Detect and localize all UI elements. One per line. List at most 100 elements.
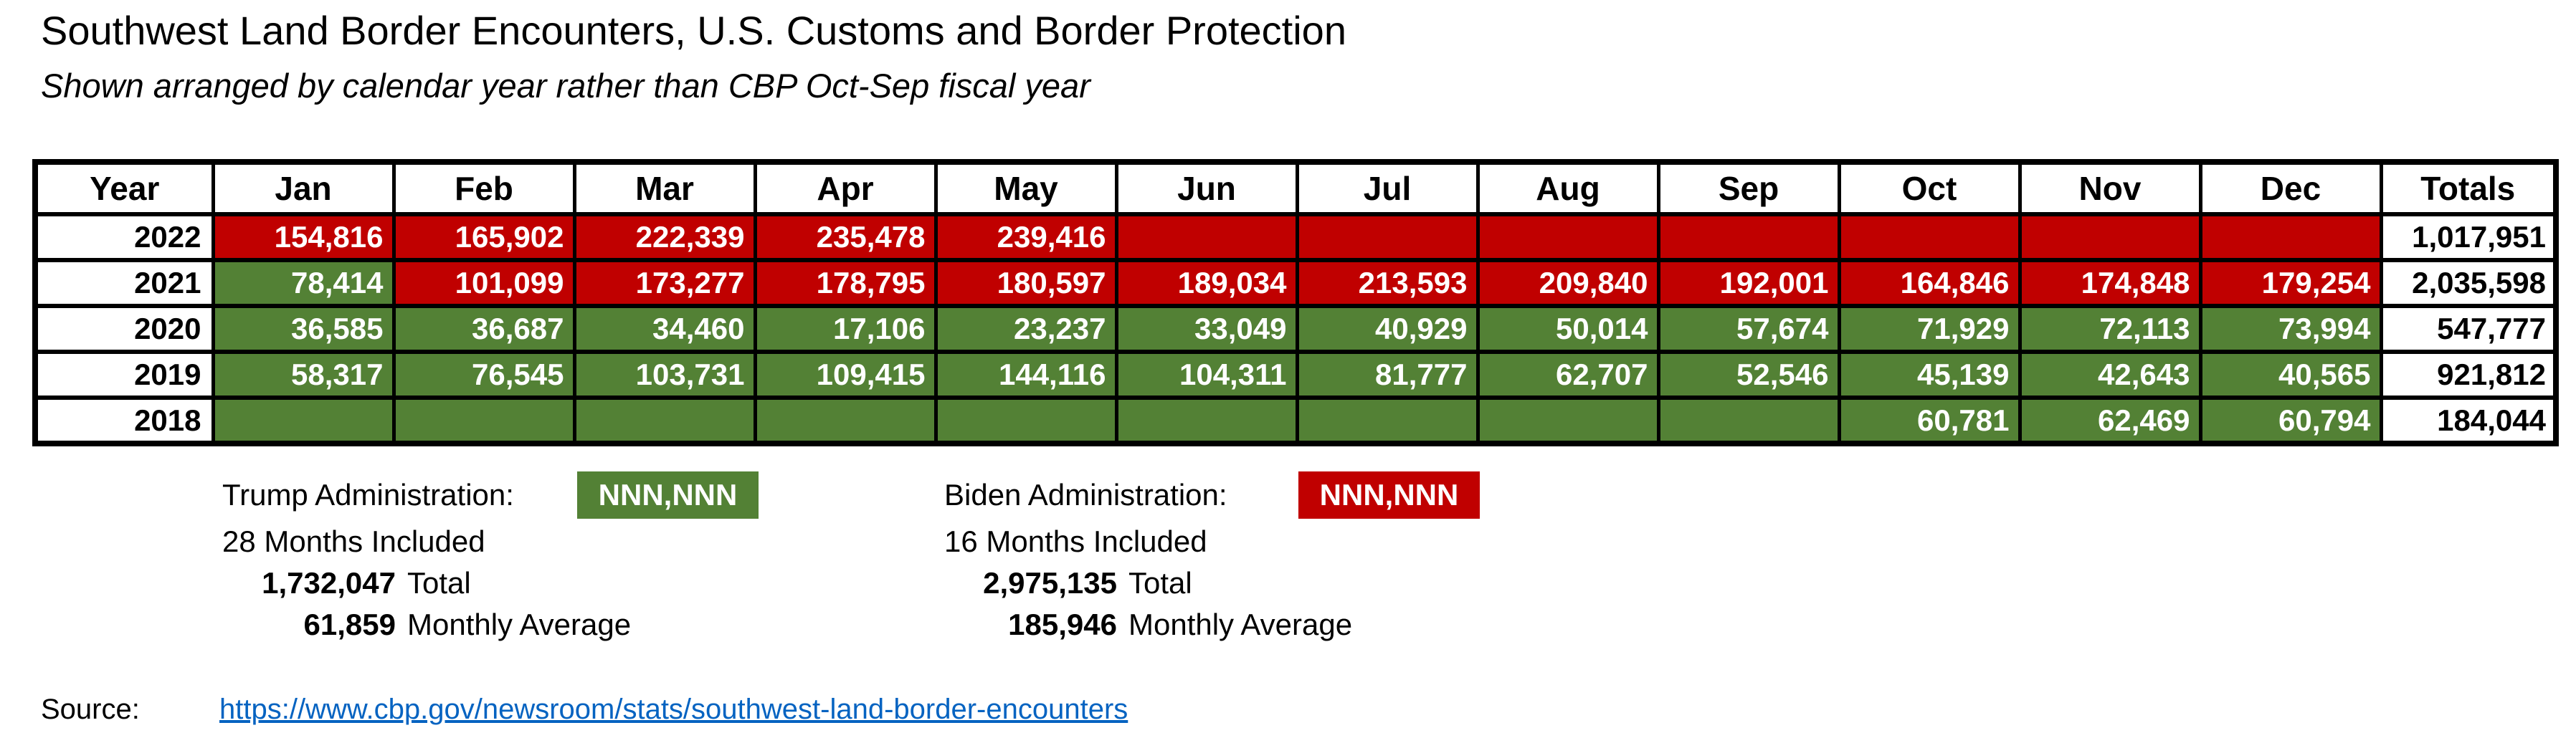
total-cell-2018: 184,044 [2379,396,2558,446]
month-cell-oct-2020: 71,929 [1837,304,2022,354]
year-cell: 2021 [33,258,215,308]
column-header-aug: Aug [1475,160,1660,216]
month-cell-dec-2018: 60,794 [2198,396,2383,446]
month-cell-oct-2022 [1837,212,2022,262]
month-cell-nov-2022 [2017,212,2202,262]
biden-average-row: 185,946 Monthly Average [944,605,1352,645]
biden-admin-label: Biden Administration: [944,478,1227,512]
trump-total-value: 1,732,047 [262,566,396,600]
biden-color-swatch: NNN,NNN [1298,471,1480,519]
month-cell-apr-2018 [753,396,938,446]
month-cell-jun-2018 [1114,396,1299,446]
month-cell-apr-2022: 235,478 [753,212,938,262]
trump-average-label: Monthly Average [407,608,632,641]
month-cell-nov-2020: 72,113 [2017,304,2202,354]
month-cell-jun-2020: 33,049 [1114,304,1299,354]
biden-average-label: Monthly Average [1128,608,1353,641]
page-title: Southwest Land Border Encounters, U.S. C… [41,8,1346,53]
month-cell-aug-2022 [1475,212,1660,262]
month-cell-sep-2021: 192,001 [1656,258,1841,308]
month-cell-jun-2021: 189,034 [1114,258,1299,308]
biden-average-value: 185,946 [1008,608,1117,641]
month-cell-jun-2019: 104,311 [1114,350,1299,400]
month-cell-jul-2018 [1295,396,1480,446]
month-cell-aug-2019: 62,707 [1475,350,1660,400]
month-cell-dec-2020: 73,994 [2198,304,2383,354]
month-cell-aug-2020: 50,014 [1475,304,1660,354]
column-header-sep: Sep [1656,160,1841,216]
trump-admin-label: Trump Administration: [222,478,514,512]
month-cell-feb-2020: 36,687 [391,304,576,354]
month-cell-mar-2019: 103,731 [572,350,757,400]
month-cell-aug-2018 [1475,396,1660,446]
month-cell-may-2022: 239,416 [933,212,1118,262]
month-cell-oct-2021: 164,846 [1837,258,2022,308]
month-cell-sep-2018 [1656,396,1841,446]
month-cell-jan-2021: 78,414 [211,258,396,308]
month-cell-aug-2021: 209,840 [1475,258,1660,308]
month-cell-apr-2021: 178,795 [753,258,938,308]
column-header-oct: Oct [1837,160,2022,216]
trump-average-value: 61,859 [303,608,396,641]
column-header-jun: Jun [1114,160,1299,216]
table-row-2021: 2021 78,414 101,099 173,277 178,795 180,597 18… [33,258,2558,308]
biden-total-row: 2,975,135 Total [944,563,1192,603]
month-cell-feb-2021: 101,099 [391,258,576,308]
month-cell-may-2020: 23,237 [933,304,1118,354]
biden-total-label: Total [1128,566,1192,600]
month-cell-may-2018 [933,396,1118,446]
month-cell-jul-2021: 213,593 [1295,258,1480,308]
month-cell-mar-2020: 34,460 [572,304,757,354]
source-link[interactable]: https://www.cbp.gov/newsroom/stats/south… [219,694,1128,725]
month-cell-dec-2019: 40,565 [2198,350,2383,400]
month-cell-apr-2020: 17,106 [753,304,938,354]
month-cell-nov-2021: 174,848 [2017,258,2202,308]
month-cell-dec-2022 [2198,212,2383,262]
month-cell-sep-2019: 52,546 [1656,350,1841,400]
month-cell-feb-2022: 165,902 [391,212,576,262]
year-cell: 2019 [33,350,215,400]
month-cell-sep-2020: 57,674 [1656,304,1841,354]
table-header: Year Jan Feb Mar Apr May Jun Jul Aug Sep Oct Nov Dec… [33,160,2558,216]
column-header-year: Year [33,160,215,216]
month-cell-may-2019: 144,116 [933,350,1118,400]
month-cell-jul-2020: 40,929 [1295,304,1480,354]
month-cell-jul-2022 [1295,212,1480,262]
table-row-2022: 2022 154,816 165,902 222,339 235,478 239,416 1… [33,212,2558,262]
month-cell-may-2021: 180,597 [933,258,1118,308]
column-header-jul: Jul [1295,160,1480,216]
column-header-totals: Totals [2379,160,2558,216]
trump-months-included: 28 Months Included [222,524,485,558]
month-cell-jan-2018 [211,396,396,446]
month-cell-mar-2022: 222,339 [572,212,757,262]
column-header-may: May [933,160,1118,216]
column-header-feb: Feb [391,160,576,216]
month-cell-oct-2019: 45,139 [1837,350,2022,400]
month-cell-jun-2022 [1114,212,1299,262]
column-header-mar: Mar [572,160,757,216]
table-row-2020: 2020 36,585 36,687 34,460 17,106 23,237 33,049… [33,304,2558,354]
total-cell-2021: 2,035,598 [2379,258,2558,308]
month-cell-feb-2019: 76,545 [391,350,576,400]
table-row-2019: 2019 58,317 76,545 103,731 109,415 144,116 104… [33,350,2558,400]
month-cell-nov-2018: 62,469 [2017,396,2202,446]
month-cell-mar-2021: 173,277 [572,258,757,308]
trump-color-swatch: NNN,NNN [577,471,759,519]
month-cell-mar-2018 [572,396,757,446]
trump-total-row: 1,732,047 Total [222,563,471,603]
trump-total-label: Total [407,566,471,600]
total-cell-2019: 921,812 [2379,350,2558,400]
month-cell-jan-2022: 154,816 [211,212,396,262]
year-cell: 2022 [33,212,215,262]
total-cell-2022: 1,017,951 [2379,212,2558,262]
month-cell-feb-2018 [391,396,576,446]
month-cell-jul-2019: 81,777 [1295,350,1480,400]
column-header-dec: Dec [2198,160,2383,216]
year-cell: 2020 [33,304,215,354]
column-header-jan: Jan [211,160,396,216]
month-cell-dec-2021: 179,254 [2198,258,2383,308]
column-header-nov: Nov [2017,160,2202,216]
table-row-2018: 2018 60,781 62,469 60,794 184,044 [33,396,2558,446]
month-cell-sep-2022 [1656,212,1841,262]
month-cell-jan-2019: 58,317 [211,350,396,400]
